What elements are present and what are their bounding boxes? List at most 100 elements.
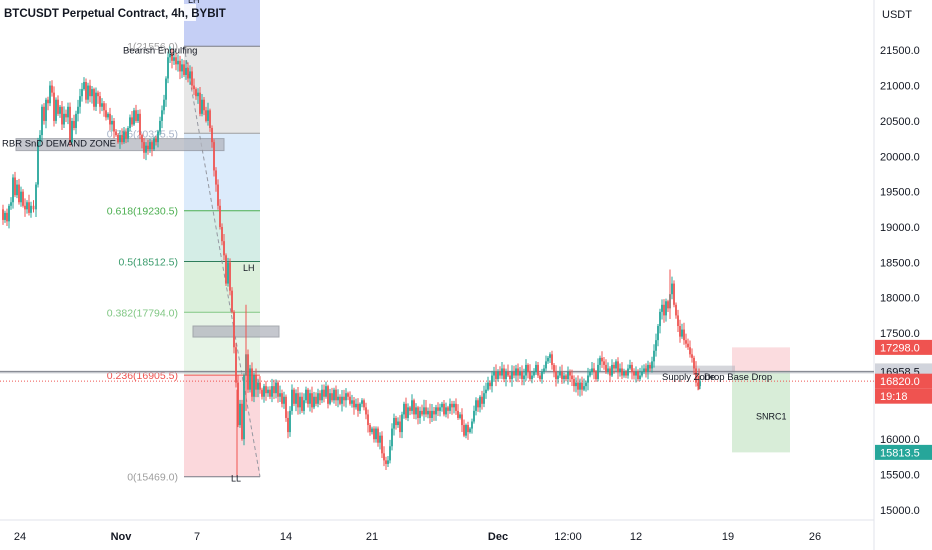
candle-body: [277, 382, 279, 397]
candle-body: [679, 326, 681, 337]
candle-body: [107, 113, 109, 118]
candle-body: [161, 110, 163, 121]
candle-body: [261, 389, 263, 397]
candle-body: [407, 407, 409, 418]
candle-body: [635, 371, 637, 376]
candle-body: [281, 393, 283, 404]
candle-body: [595, 371, 597, 380]
candle-body: [467, 425, 469, 433]
candle-body: [149, 142, 151, 150]
candle-body: [463, 425, 465, 436]
candle-body: [75, 113, 77, 128]
candle-body: [199, 92, 201, 114]
candle-body: [97, 92, 99, 97]
candle-body: [39, 135, 41, 143]
y-tick-label: 17500.0: [880, 328, 920, 340]
candle-body: [173, 57, 175, 61]
candle-body: [8, 205, 10, 222]
candle-body: [265, 386, 267, 394]
candle-body: [155, 138, 157, 143]
candle-body: [699, 381, 701, 387]
candle-body: [87, 85, 89, 100]
candle-body: [469, 428, 471, 433]
candle-body: [639, 375, 641, 380]
candle-body: [607, 368, 609, 372]
candle-body: [335, 389, 337, 401]
candle-body: [681, 329, 683, 337]
candle-body: [367, 414, 369, 426]
candle-body: [505, 371, 507, 380]
candle-body: [227, 262, 229, 284]
candle-body: [209, 110, 211, 128]
y-tick-currency: USDT: [882, 9, 912, 21]
axis-price-tag: [875, 388, 932, 404]
candle-body: [513, 371, 515, 376]
candle-body: [617, 361, 619, 372]
candle-body: [523, 375, 525, 380]
candle-body: [169, 53, 171, 58]
ll-label: LL: [231, 474, 241, 484]
x-tick-label: 14: [280, 531, 292, 543]
x-tick-label: Nov: [111, 531, 133, 543]
candle-body: [445, 407, 447, 415]
candle-body: [195, 89, 197, 97]
candle-body: [139, 113, 141, 136]
chart-title: BTCUSDT Perpetual Contract, 4h, BYBIT: [4, 8, 226, 20]
axis-price-tag: [875, 373, 932, 389]
candle-body: [689, 347, 691, 355]
candle-body: [421, 410, 423, 415]
candle-body: [283, 396, 285, 404]
candle-body: [589, 371, 591, 376]
candle-body: [531, 375, 533, 380]
candle-body: [555, 371, 557, 380]
candle-body: [135, 110, 137, 121]
candle-body: [213, 142, 215, 171]
candle-body: [521, 371, 523, 380]
fib-band-0: [184, 375, 260, 477]
candle-body: [289, 410, 291, 433]
candle-body: [101, 103, 103, 107]
axis-price-tag-text: 19:18: [880, 391, 908, 403]
candle-body: [219, 205, 221, 228]
candle-body: [369, 425, 371, 433]
candle-body: [51, 85, 53, 93]
candle-body: [35, 184, 37, 210]
candle-body: [171, 53, 173, 61]
candle-body: [147, 145, 149, 150]
candle-body: [231, 290, 233, 312]
candle-body: [643, 368, 645, 372]
candle-body: [533, 371, 535, 376]
candle-body: [263, 386, 265, 397]
candle-body: [45, 99, 47, 121]
y-tick-label: 19000.0: [880, 222, 920, 234]
candle-body: [159, 120, 161, 132]
candle-body: [379, 435, 381, 443]
y-tick-label: 15000.0: [880, 505, 920, 517]
candle-body: [613, 364, 615, 369]
candle-body: [683, 329, 685, 341]
candle-body: [211, 127, 213, 143]
candle-body: [575, 382, 577, 387]
candle-body: [315, 396, 317, 404]
candle-body: [321, 389, 323, 401]
candle-body: [663, 304, 665, 316]
snrc-label: SNRC1: [756, 411, 787, 421]
candle-body: [673, 283, 675, 305]
candle-body: [67, 106, 69, 118]
candle-body: [307, 389, 309, 404]
candle-body: [655, 340, 657, 351]
candle-body: [473, 410, 475, 422]
candle-body: [427, 410, 429, 415]
candle-body: [359, 403, 361, 411]
drop-base-drop-label: Drop Base Drop: [704, 372, 772, 383]
y-tick-label: 21500.0: [880, 45, 920, 57]
candle-body: [693, 357, 695, 369]
candle-body: [191, 71, 193, 86]
candle-body: [405, 403, 407, 418]
candle-body: [65, 113, 67, 118]
candle-body: [433, 410, 435, 415]
candle-body: [257, 382, 259, 390]
candle-body: [545, 361, 547, 369]
